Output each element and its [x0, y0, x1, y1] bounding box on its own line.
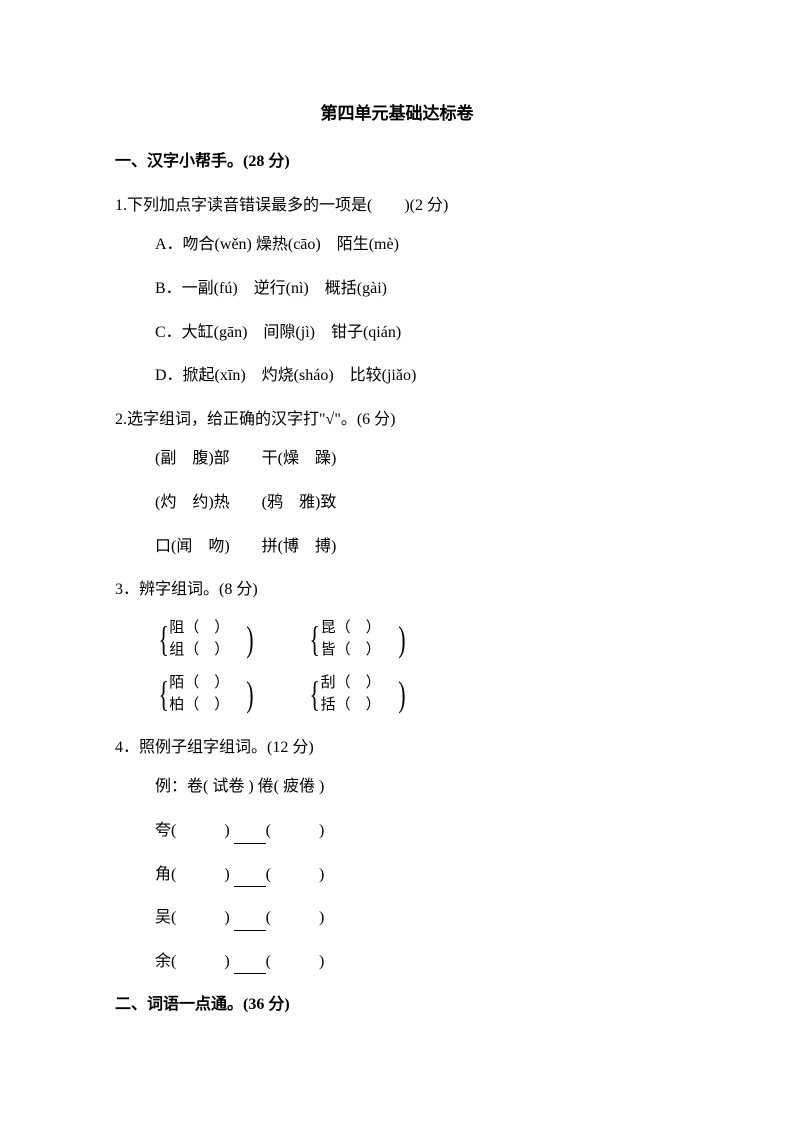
q4-line2-part2: ( ) [266, 866, 325, 883]
q1-option-b: B．一副(fú) 逆行(nì) 概括(gài) [115, 276, 679, 302]
question-3: 3．辨字组词。(8 分) { 阻（ ） 组（ ） ) { 昆（ ） 皆（ ） )… [115, 577, 679, 717]
brace-left-icon: { [158, 676, 168, 712]
q4-line3-part2: ( ) [266, 909, 325, 926]
q4-line2: 角( ) ( ) [115, 862, 679, 888]
brace-left-icon: { [158, 621, 168, 657]
q2-line3: 口(闻 吻) 拼(博 搏) [115, 534, 679, 560]
q4-line4-part2: ( ) [266, 953, 325, 970]
q1-text: 1.下列加点字读音错误最多的一项是( )(2 分) [115, 193, 679, 219]
brace-right-icon: ) [398, 676, 405, 712]
question-1: 1.下列加点字读音错误最多的一项是( )(2 分) A．吻合(wěn) 燥热(c… [115, 193, 679, 389]
q1-option-c: C．大缸(gān) 间隙(jì) 钳子(qián) [115, 320, 679, 346]
q4-line4: 余( ) ( ) [115, 949, 679, 975]
brace-right-icon: ) [247, 621, 254, 657]
question-2: 2.选字组词，给正确的汉字打"√"。(6 分) (副 腹)部 干(燥 躁) (灼… [115, 407, 679, 559]
brace-content: 阻（ ） 组（ ） [169, 617, 229, 662]
q3-pair4a: 刮（ ） [321, 672, 381, 695]
brace-right-icon: ) [398, 621, 405, 657]
page-title: 第四单元基础达标卷 [115, 100, 679, 127]
brace-left-icon: { [310, 621, 320, 657]
q3-pair3: { 陌（ ） 柏（ ） ) [155, 672, 256, 717]
section1-header: 一、汉字小帮手。(28 分) [115, 149, 679, 175]
section2-header: 二、词语一点通。(36 分) [115, 992, 679, 1018]
q3-pair3a: 陌（ ） [169, 672, 229, 695]
q3-pair1a: 阻（ ） [169, 617, 229, 640]
q3-row1: { 阻（ ） 组（ ） ) { 昆（ ） 皆（ ） ) [115, 617, 679, 662]
q4-line1-part1: 夸( ) [155, 822, 234, 839]
q3-pair2b: 皆（ ） [321, 639, 381, 662]
q1-option-a: A．吻合(wěn) 燥热(cāo) 陌生(mè) [115, 232, 679, 258]
q3-pair3b: 柏（ ） [169, 694, 229, 717]
q4-line1: 夸( ) ( ) [115, 818, 679, 844]
q4-example: 例：卷( 试卷 ) 倦( 疲倦 ) [115, 774, 679, 800]
underline-blank [234, 869, 266, 887]
q3-pair4b: 括（ ） [321, 694, 381, 717]
q4-line4-part1: 余( ) [155, 953, 234, 970]
q4-line3: 吴( ) ( ) [115, 905, 679, 931]
brace-left-icon: { [310, 676, 320, 712]
q3-pair2a: 昆（ ） [321, 617, 381, 640]
question-4: 4．照例子组字组词。(12 分) 例：卷( 试卷 ) 倦( 疲倦 ) 夸( ) … [115, 735, 679, 975]
q2-line1: (副 腹)部 干(燥 躁) [115, 446, 679, 472]
q4-line2-part1: 角( ) [155, 866, 234, 883]
q3-pair1b: 组（ ） [169, 639, 229, 662]
q2-text: 2.选字组词，给正确的汉字打"√"。(6 分) [115, 407, 679, 433]
underline-blank [234, 956, 266, 974]
q4-line3-part1: 吴( ) [155, 909, 234, 926]
brace-content: 昆（ ） 皆（ ） [321, 617, 381, 662]
underline-blank [234, 913, 266, 931]
q3-row2: { 陌（ ） 柏（ ） ) { 刮（ ） 括（ ） ) [115, 672, 679, 717]
q3-pair2: { 昆（ ） 皆（ ） ) [306, 617, 407, 662]
q4-line1-part2: ( ) [266, 822, 325, 839]
brace-right-icon: ) [247, 676, 254, 712]
underline-blank [234, 826, 266, 844]
q2-line2: (灼 约)热 (鸦 雅)致 [115, 490, 679, 516]
q1-option-d: D．掀起(xīn) 灼烧(sháo) 比较(jiǎo) [115, 363, 679, 389]
q3-pair4: { 刮（ ） 括（ ） ) [306, 672, 407, 717]
q3-pair1: { 阻（ ） 组（ ） ) [155, 617, 256, 662]
brace-content: 刮（ ） 括（ ） [321, 672, 381, 717]
q3-text: 3．辨字组词。(8 分) [115, 577, 679, 603]
brace-content: 陌（ ） 柏（ ） [169, 672, 229, 717]
q4-text: 4．照例子组字组词。(12 分) [115, 735, 679, 761]
